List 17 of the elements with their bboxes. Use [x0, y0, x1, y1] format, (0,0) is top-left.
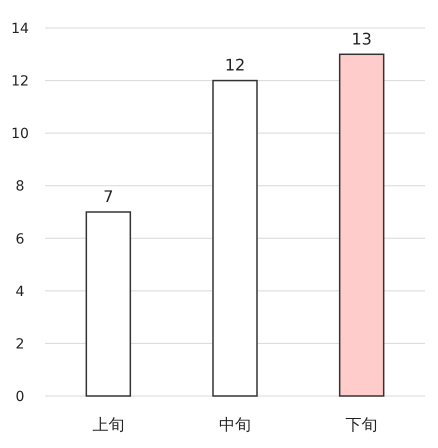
y-tick-label: 8	[16, 178, 24, 195]
bar	[338, 54, 384, 397]
y-tick-label: 12	[11, 74, 29, 90]
data-label: 13	[351, 29, 372, 48]
y-tick-label: 2	[16, 336, 24, 352]
y-tick-label: 4	[16, 284, 25, 300]
x-tick-label: 下旬	[346, 415, 378, 434]
x-tick-label: 中旬	[219, 415, 251, 434]
y-tick-label: 0	[16, 389, 24, 405]
y-tick-label: 6	[16, 231, 25, 248]
data-label: 7	[103, 187, 114, 206]
y-tick-label: 14	[11, 21, 29, 37]
data-label: 12	[224, 56, 246, 75]
x-tick-label: 上旬	[92, 415, 124, 434]
bar	[86, 211, 132, 397]
bar	[212, 80, 258, 397]
y-tick-label: 10	[11, 126, 29, 142]
